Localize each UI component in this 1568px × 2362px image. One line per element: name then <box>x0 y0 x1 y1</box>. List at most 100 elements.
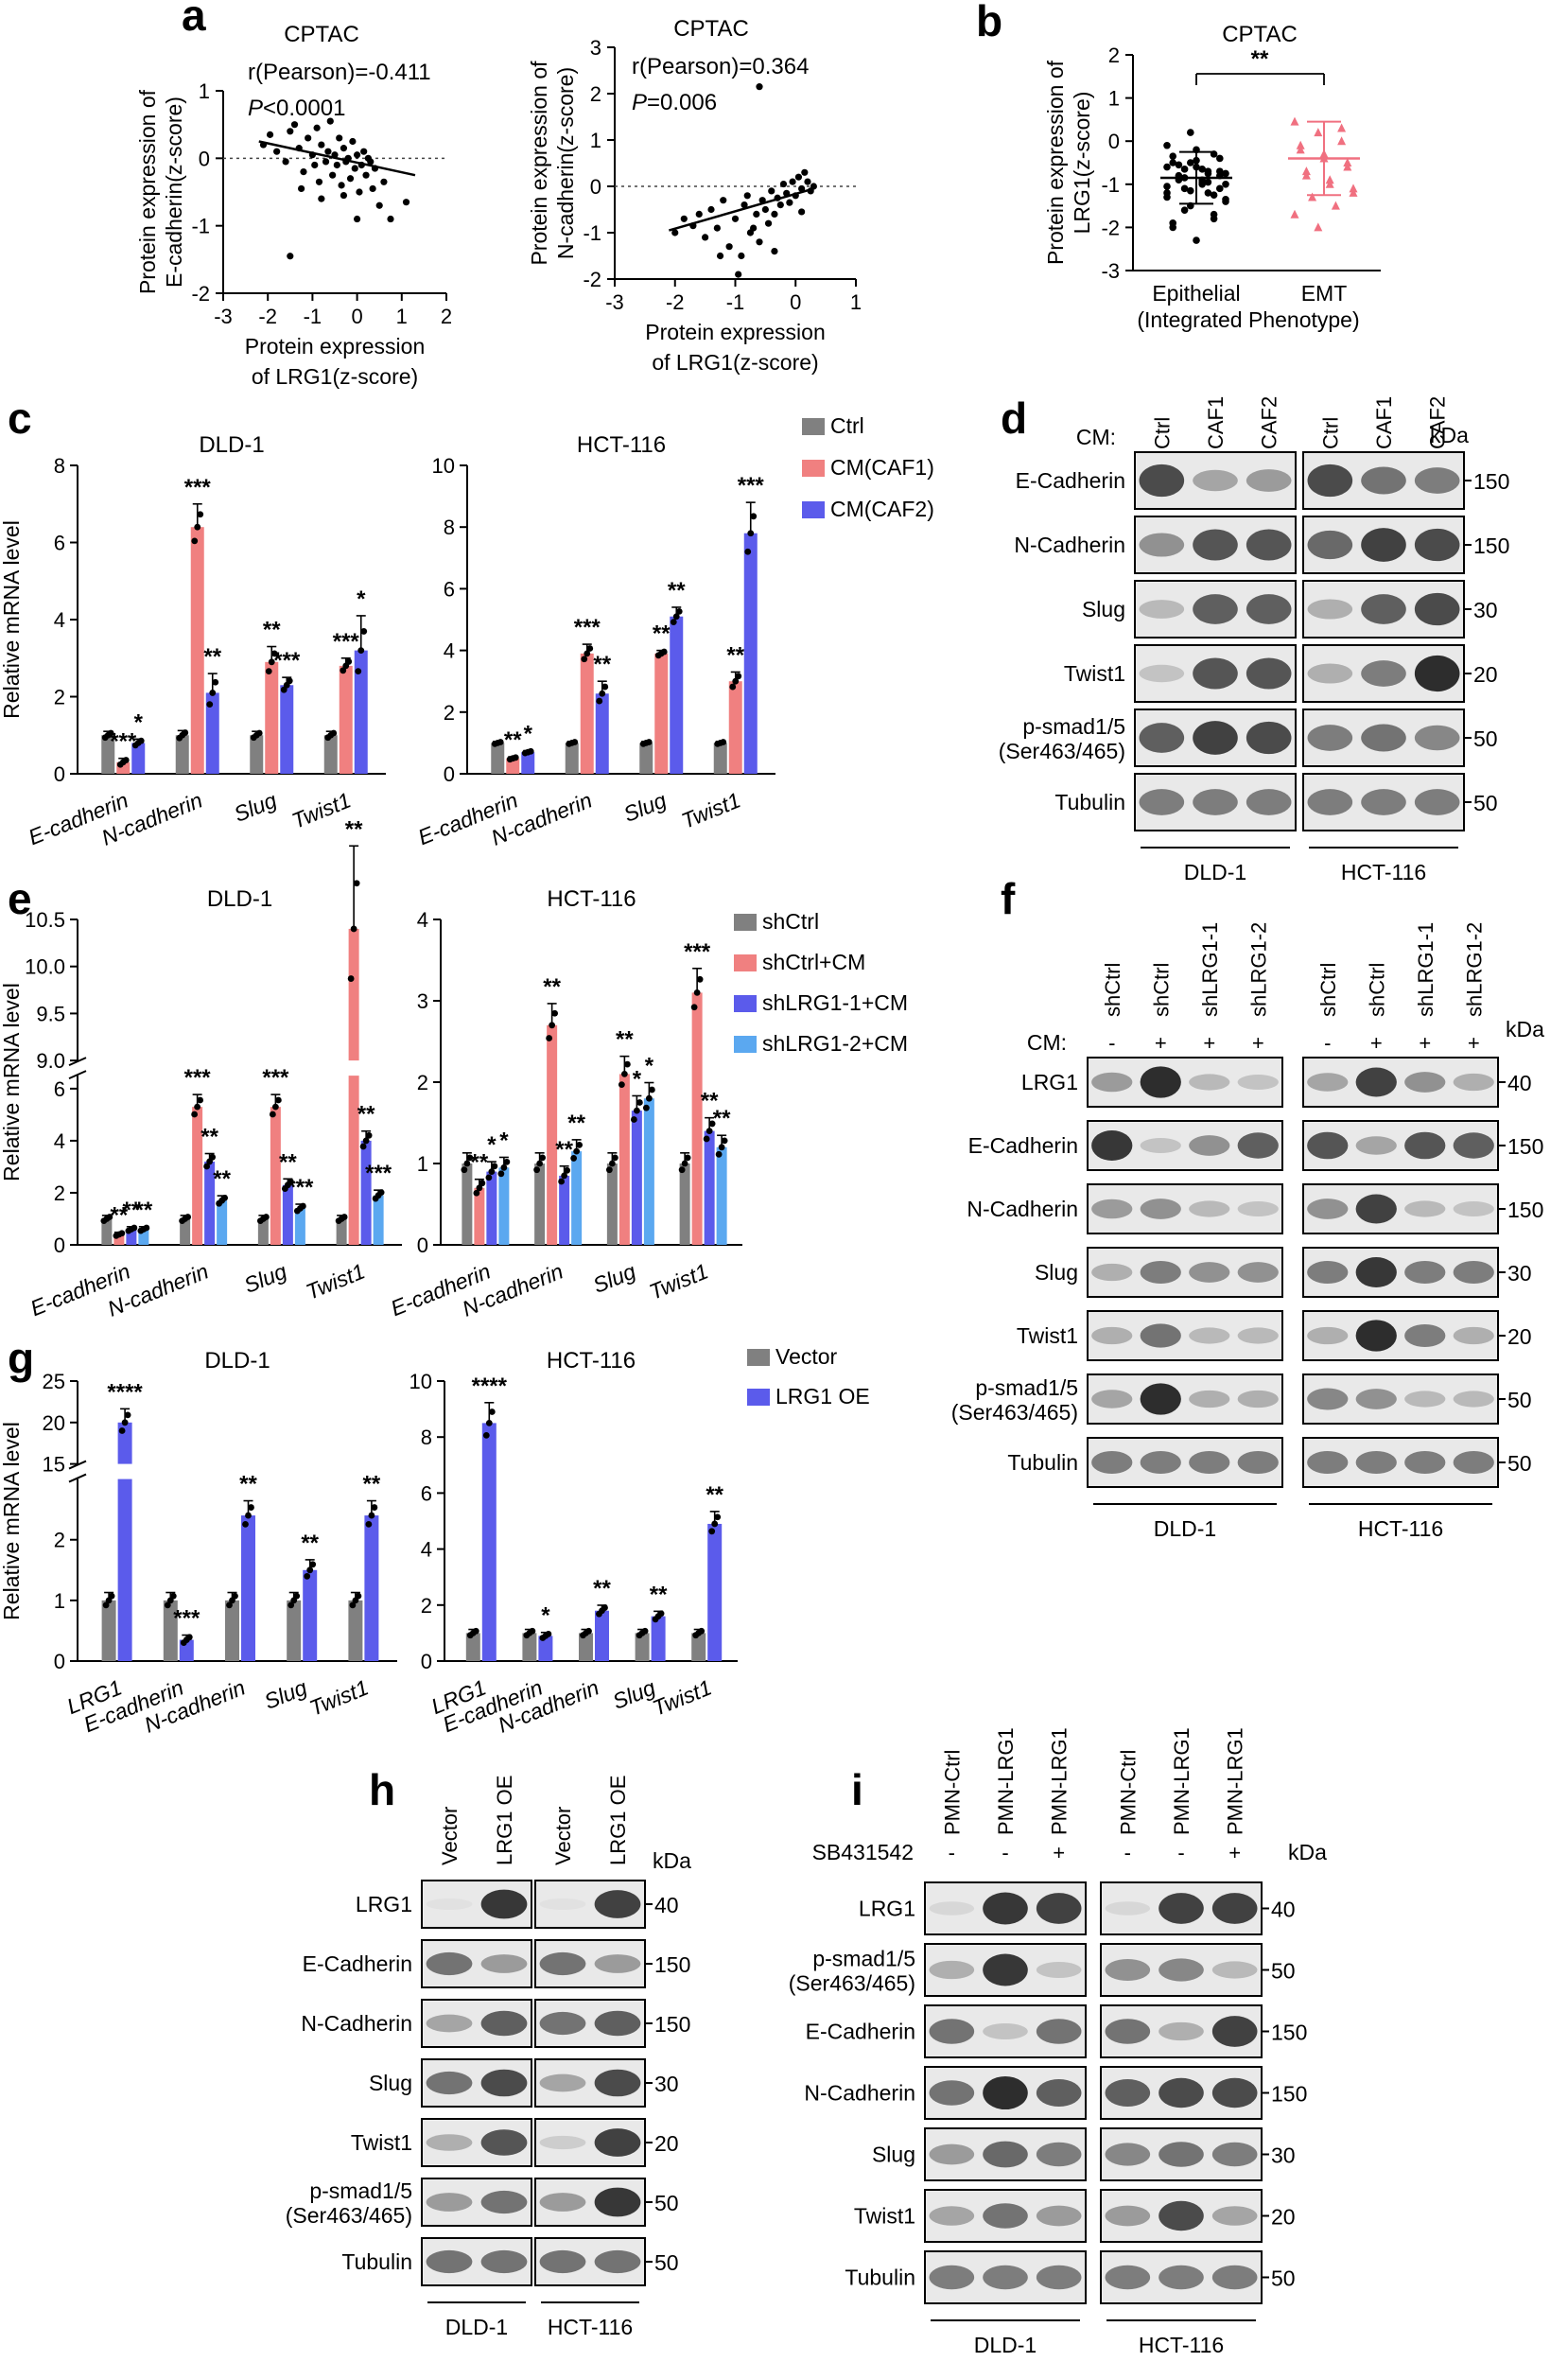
data-point-b <box>1349 187 1358 197</box>
replicate-dot-c2 <box>596 697 603 705</box>
bar-g1 <box>101 1600 116 1661</box>
replicate-dot-e1 <box>262 1214 270 1220</box>
blot-row-label: Slug <box>872 2143 915 2167</box>
treatment-sign: - <box>1002 1841 1008 1864</box>
treatment-sign: + <box>1419 1031 1431 1055</box>
blot-row-band <box>1246 529 1292 561</box>
chart-title-c2: HCT-116 <box>577 432 666 458</box>
blot-row-band <box>594 2249 641 2274</box>
y-tick-label-c2: 0 <box>444 762 455 786</box>
y-tick-label-b: 1 <box>1108 87 1120 111</box>
data-point-a1 <box>362 171 370 179</box>
data-point-b <box>1301 170 1311 180</box>
cell-line-label: DLD-1 <box>445 2315 508 2339</box>
sig-mark-e2: ** <box>713 1106 731 1131</box>
blot-row-label-sub: (Ser463/465) <box>951 1400 1078 1425</box>
data-point-a1 <box>338 182 345 189</box>
blot-row-label: p-smad1/5 <box>975 1375 1078 1400</box>
treatment-sign: + <box>1370 1031 1383 1055</box>
blot-row-band <box>1307 789 1353 815</box>
sig-mark-c2: ** <box>726 642 744 668</box>
data-point-b <box>1180 184 1189 193</box>
cm-label: CM: <box>1027 1030 1067 1055</box>
y-tick-label-c2: 8 <box>444 516 455 539</box>
blot-row-band <box>929 2206 975 2226</box>
sig-mark-e2: ** <box>701 1089 719 1114</box>
panel-label-i: i <box>851 1765 863 1814</box>
replicate-dot-c2 <box>527 747 534 755</box>
data-point-b <box>1325 175 1334 184</box>
replicate-dot-e2 <box>693 989 701 996</box>
blot-row-band <box>1036 2205 1082 2227</box>
blot-row-label: Tubulin <box>1007 1450 1078 1475</box>
mw-label: 150 <box>1473 469 1509 494</box>
y-axis-label-g1: Relative mRNA level <box>0 1422 24 1620</box>
blot-row-label: LRG1 <box>859 1897 915 1921</box>
replicate-dot-e2 <box>573 1147 581 1155</box>
replicate-dot-c1 <box>197 511 204 518</box>
y-tick-label-b: 0 <box>1108 130 1120 153</box>
blot-row-band <box>426 2071 473 2095</box>
mw-label: 150 <box>654 2012 690 2037</box>
lane-label: PMN-LRG1 <box>1224 1727 1247 1835</box>
replicate-dot-g1 <box>248 1504 254 1511</box>
blot-row-band <box>1139 789 1185 815</box>
blot-row-band <box>1355 1194 1397 1224</box>
y-tick-label-g1: 25 <box>43 1370 65 1393</box>
blot-row-band <box>480 2249 528 2274</box>
sig-mark-g2: ** <box>593 1576 611 1601</box>
data-point-a1 <box>300 168 307 176</box>
blot-row-band <box>983 1953 1028 1986</box>
bar-c1 <box>205 692 219 774</box>
replicate-dot-g2 <box>714 1513 722 1521</box>
replicate-dot-e2 <box>497 1170 505 1178</box>
bar-g1 <box>348 1600 363 1661</box>
treatment-sign: - <box>1324 1031 1331 1055</box>
blot-row-label: E-Cadherin <box>1016 468 1125 493</box>
lane-label: Vector <box>551 1807 575 1865</box>
replicate-dot-e1 <box>269 1111 276 1118</box>
blot-row-band <box>1361 660 1406 687</box>
blot-row-band <box>480 2129 528 2156</box>
treatment-sign: + <box>1155 1031 1167 1055</box>
cell-line-label: DLD-1 <box>1184 860 1246 884</box>
data-point-b <box>1301 166 1311 176</box>
data-point-a2 <box>756 83 763 91</box>
blot-row-label-sub: (Ser463/465) <box>789 1971 915 1996</box>
data-point-a2 <box>735 271 742 278</box>
blot-row-band <box>1036 2078 1082 2108</box>
bar-e1 <box>138 1229 149 1245</box>
blot-row-band <box>1105 2265 1151 2290</box>
data-point-b <box>1180 206 1189 214</box>
blot-row-band <box>1355 1136 1397 1155</box>
sig-mark-g1: *** <box>173 1606 200 1632</box>
y-axis-label-c1: Relative mRNA level <box>0 520 24 719</box>
x-tick-label-a1: -3 <box>214 305 233 328</box>
replicate-dot-g2 <box>641 1627 649 1635</box>
replicate-dot-g1 <box>164 1601 171 1609</box>
y-tick-label-c1: 4 <box>54 608 65 632</box>
bar-g1 <box>163 1600 178 1661</box>
y-tick-label-g1: 20 <box>43 1411 65 1435</box>
x-tick-label-a2: -3 <box>605 290 624 314</box>
data-point-b <box>1331 201 1340 210</box>
replicate-dot-g1 <box>365 1520 373 1528</box>
blot-row-band <box>1355 1067 1397 1097</box>
blot-row-band <box>1036 2265 1082 2290</box>
mw-label: 50 <box>1507 1388 1532 1412</box>
bar-e2 <box>486 1171 497 1245</box>
sig-mark-e2: ** <box>567 1111 585 1136</box>
blot-row-band <box>1091 1450 1133 1475</box>
blot-row-band <box>594 2010 641 2037</box>
data-point-a2 <box>725 243 733 251</box>
replicate-dot-e2 <box>485 1174 493 1181</box>
bar-e2 <box>691 992 703 1245</box>
data-point-b <box>1163 183 1171 190</box>
blot-row-band <box>1307 530 1353 560</box>
blot-row-band <box>1036 2142 1082 2167</box>
bar-e2 <box>571 1151 583 1245</box>
scatter-a1: -3 -2 -1 0 1 210-1-2CPTACr(Pearson)=-0.411P<0… <box>135 22 452 389</box>
replicate-dot-e2 <box>608 1160 616 1167</box>
bar-g2 <box>522 1633 537 1661</box>
sig-mark-e1: ** <box>213 1166 231 1192</box>
